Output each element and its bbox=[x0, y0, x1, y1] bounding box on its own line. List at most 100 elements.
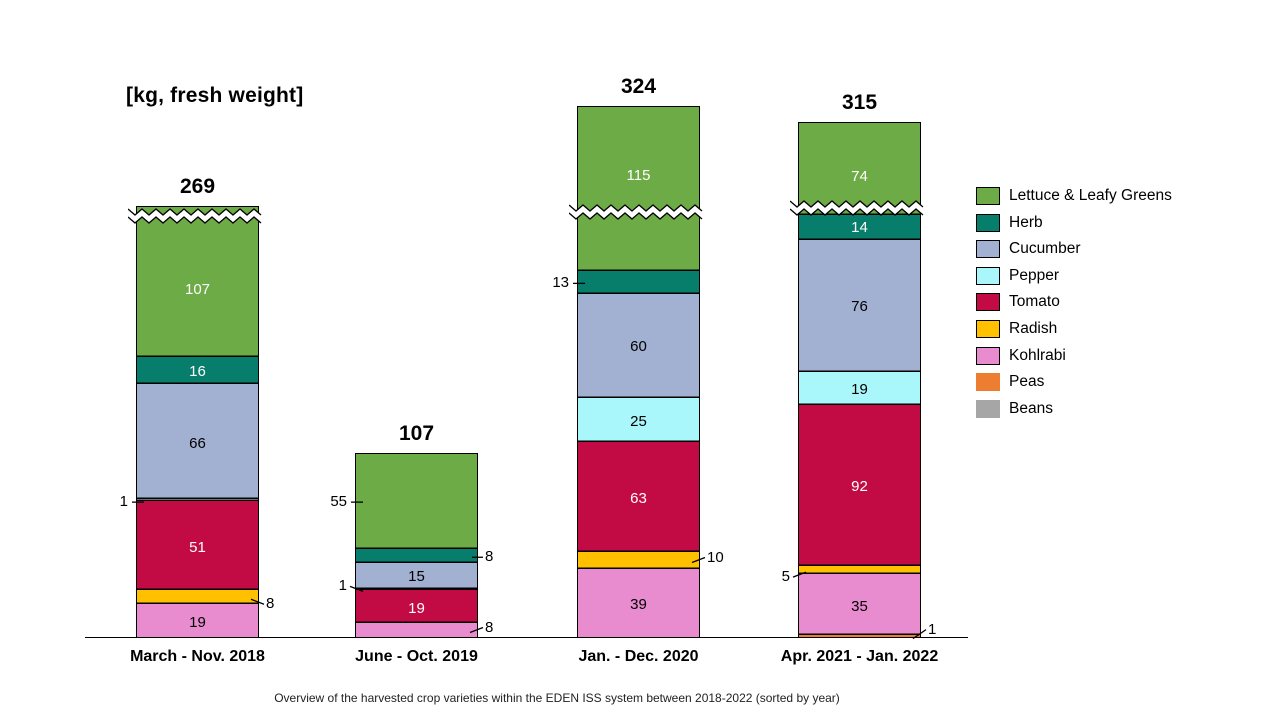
bar-total-label: 107 bbox=[398, 421, 435, 445]
segment-kohlrabi bbox=[356, 623, 477, 637]
legend-swatch-icon bbox=[976, 293, 1000, 312]
segment-herb bbox=[578, 270, 699, 294]
legend-item-tomato: Tomato bbox=[976, 292, 1060, 312]
segment-value-label: 16 bbox=[189, 362, 206, 380]
segment-value-label: 51 bbox=[189, 538, 206, 556]
legend-label: Pepper bbox=[1009, 266, 1059, 284]
segment-value-label: 19 bbox=[408, 599, 425, 617]
x-axis-label: Jan. - Dec. 2020 bbox=[578, 648, 699, 665]
segment-cucumber bbox=[137, 384, 258, 500]
axis-break-zigzag bbox=[128, 208, 262, 224]
axis-break-zigzag bbox=[569, 204, 703, 220]
legend-label: Herb bbox=[1009, 213, 1043, 231]
callout-value-label: 13 bbox=[552, 274, 569, 292]
callout-value-label: 1 bbox=[928, 620, 937, 638]
segment-lettuce-leafy-greens bbox=[799, 123, 920, 216]
legend-item-kohlrabi: Kohlrabi bbox=[976, 346, 1066, 366]
axis-break-zigzag bbox=[790, 200, 924, 216]
legend-item-herb: Herb bbox=[976, 213, 1043, 233]
legend-label: Kohlrabi bbox=[1009, 346, 1066, 364]
segment-kohlrabi bbox=[799, 574, 920, 636]
segment-tomato bbox=[799, 405, 920, 566]
segment-value-label: 25 bbox=[630, 412, 647, 430]
legend-item-pepper: Pepper bbox=[976, 266, 1059, 286]
callout-value-label: 55 bbox=[330, 493, 347, 511]
legend-swatch-icon bbox=[976, 346, 1000, 365]
legend-label: Beans bbox=[1009, 399, 1053, 417]
callout-value-label: 8 bbox=[485, 618, 494, 636]
legend-swatch-icon bbox=[976, 213, 1000, 232]
legend-swatch-icon bbox=[976, 373, 1000, 392]
segment-value-label: 14 bbox=[851, 219, 868, 237]
segment-tomato bbox=[356, 590, 477, 624]
segment-pepper bbox=[356, 588, 477, 591]
segment-kohlrabi bbox=[137, 603, 258, 637]
segment-value-label: 60 bbox=[630, 338, 647, 356]
chart-caption: Overview of the harvested crop varieties… bbox=[274, 691, 840, 705]
segment-herb bbox=[356, 548, 477, 563]
segment-value-label: 74 bbox=[851, 168, 868, 186]
legend-item-lettuce-leafy-greens: Lettuce & Leafy Greens bbox=[976, 186, 1172, 206]
callout-value-label: 5 bbox=[781, 568, 790, 586]
stacked-bar-2 bbox=[355, 452, 478, 638]
bar-total-label: 315 bbox=[841, 91, 878, 114]
segment-value-label: 35 bbox=[851, 598, 868, 616]
legend-swatch-icon bbox=[976, 266, 1000, 285]
segment-radish bbox=[799, 565, 920, 575]
segment-lettuce-leafy-greens bbox=[137, 207, 258, 357]
stacked-bar-3 bbox=[577, 106, 700, 638]
legend-label: Tomato bbox=[1009, 293, 1060, 311]
segment-value-label: 19 bbox=[189, 613, 206, 631]
callout-value-label: 8 bbox=[266, 595, 275, 613]
segment-value-label: 63 bbox=[630, 489, 647, 507]
segment-value-label: 19 bbox=[851, 381, 868, 399]
segment-cucumber bbox=[799, 239, 920, 373]
segment-value-label: 15 bbox=[408, 568, 425, 586]
callout-value-label: 1 bbox=[338, 577, 347, 595]
legend-item-radish: Radish bbox=[976, 319, 1057, 339]
segment-cucumber bbox=[356, 562, 477, 589]
legend-label: Lettuce & Leafy Greens bbox=[1009, 187, 1172, 204]
bar-total-label: 269 bbox=[179, 175, 216, 198]
segment-value-label: 76 bbox=[851, 298, 868, 315]
segment-tomato bbox=[578, 441, 699, 552]
x-axis-label: March - Nov. 2018 bbox=[130, 648, 265, 665]
x-axis-label: Apr. 2021 - Jan. 2022 bbox=[780, 648, 939, 665]
segment-herb bbox=[799, 215, 920, 240]
segment-value-label: 107 bbox=[184, 281, 211, 299]
legend-swatch-icon bbox=[976, 187, 1000, 205]
legend-item-peas: Peas bbox=[976, 372, 1044, 392]
segment-pepper bbox=[799, 372, 920, 406]
legend-item-beans: Beans bbox=[976, 399, 1053, 419]
legend-swatch-icon bbox=[976, 320, 1000, 338]
legend: Lettuce & Leafy Greens Herb Cucumber Pepper… bbox=[976, 186, 1196, 426]
x-axis-label: June - Oct. 2019 bbox=[355, 648, 478, 665]
chart-unit-title: [kg, fresh weight] bbox=[126, 84, 304, 107]
legend-swatch-icon bbox=[976, 399, 1000, 418]
segment-radish bbox=[137, 589, 258, 604]
segment-radish bbox=[578, 551, 699, 569]
bar-total-label: 324 bbox=[620, 75, 657, 99]
segment-lettuce-leafy-greens bbox=[356, 453, 477, 549]
segment-pepper bbox=[578, 398, 699, 442]
segment-value-label: 39 bbox=[630, 596, 647, 614]
segment-tomato bbox=[137, 501, 258, 590]
legend-swatch-icon bbox=[976, 240, 1000, 259]
segment-peas bbox=[799, 635, 920, 638]
stacked-bar-4 bbox=[798, 122, 921, 638]
segment-value-label: 66 bbox=[189, 434, 206, 452]
segment-lettuce-leafy-greens bbox=[578, 107, 699, 271]
legend-label: Peas bbox=[1009, 373, 1045, 391]
legend-label: Cucumber bbox=[1009, 240, 1081, 258]
legend-item-cucumber: Cucumber bbox=[976, 239, 1081, 259]
segment-herb bbox=[137, 356, 258, 385]
legend-label: Radish bbox=[1009, 320, 1058, 337]
callout-value-label: 1 bbox=[119, 493, 128, 511]
segment-value-label: 115 bbox=[626, 166, 651, 184]
segment-value-label: 92 bbox=[851, 478, 868, 496]
stacked-bar-1 bbox=[136, 206, 259, 638]
x-axis-line bbox=[85, 636, 968, 639]
callout-value-label: 8 bbox=[485, 548, 494, 566]
segment-pepper bbox=[137, 499, 258, 502]
